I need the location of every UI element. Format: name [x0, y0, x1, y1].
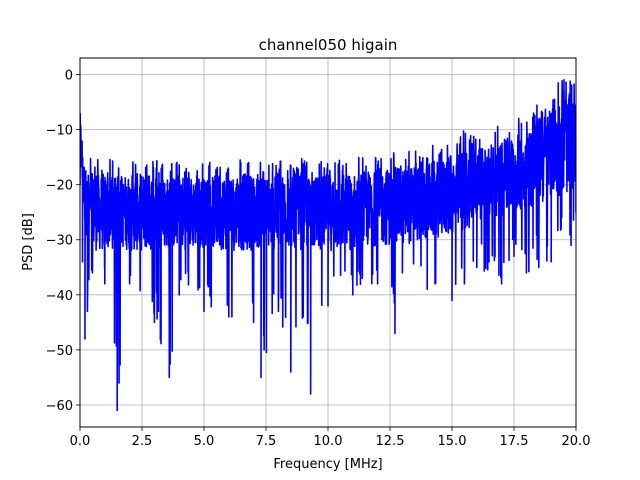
series-group: [80, 79, 576, 412]
y-tick-label: −50: [46, 344, 73, 359]
chart-title: channel050 higain: [259, 36, 398, 54]
x-tick-label: 17.5: [500, 434, 529, 449]
x-tick-label: 20.0: [562, 434, 591, 449]
psd-series-line: [80, 79, 576, 412]
y-tick-label: −60: [46, 399, 73, 414]
x-tick-label: 2.5: [132, 434, 153, 449]
y-axis-label: PSD [dB]: [21, 213, 36, 271]
x-tick-label: 0.0: [70, 434, 91, 449]
x-tick-label: 5.0: [194, 434, 215, 449]
y-ticks: 0 −10 −20 −30 −40 −50 −60: [46, 69, 80, 414]
x-ticks: 0.0 2.5 5.0 7.5 10.0 12.5 15.0 17.5 20.0: [70, 427, 591, 449]
y-tick-label: −20: [46, 179, 73, 194]
x-tick-label: 10.0: [314, 434, 343, 449]
y-tick-label: −30: [46, 234, 73, 249]
x-axis-label: Frequency [MHz]: [273, 457, 382, 472]
y-tick-label: −10: [46, 124, 73, 139]
x-tick-label: 7.5: [256, 434, 277, 449]
y-tick-label: 0: [65, 69, 73, 84]
y-tick-label: −40: [46, 289, 73, 304]
x-tick-label: 12.5: [376, 434, 405, 449]
x-tick-label: 15.0: [438, 434, 467, 449]
